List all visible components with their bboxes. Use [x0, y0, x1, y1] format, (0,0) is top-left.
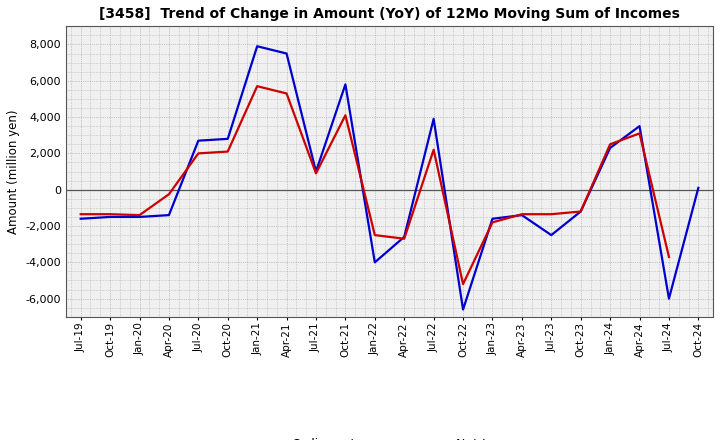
Net Income — [606, 142, 614, 147]
Net Income — [106, 212, 114, 217]
Ordinary Income — [547, 232, 556, 238]
Net Income — [547, 212, 556, 217]
Ordinary Income — [400, 234, 408, 239]
Line: Net Income: Net Income — [81, 86, 669, 284]
Net Income — [253, 84, 261, 89]
Net Income — [429, 147, 438, 152]
Ordinary Income — [606, 145, 614, 150]
Ordinary Income — [135, 214, 144, 220]
Y-axis label: Amount (million yen): Amount (million yen) — [7, 109, 20, 234]
Ordinary Income — [76, 216, 85, 221]
Ordinary Income — [459, 307, 467, 312]
Ordinary Income — [694, 185, 703, 191]
Ordinary Income — [341, 82, 350, 87]
Net Income — [341, 113, 350, 118]
Ordinary Income — [488, 216, 497, 221]
Title: [3458]  Trend of Change in Amount (YoY) of 12Mo Moving Sum of Incomes: [3458] Trend of Change in Amount (YoY) o… — [99, 7, 680, 21]
Net Income — [76, 212, 85, 217]
Ordinary Income — [253, 44, 261, 49]
Net Income — [665, 254, 673, 260]
Net Income — [282, 91, 291, 96]
Net Income — [400, 236, 408, 242]
Net Income — [459, 282, 467, 287]
Ordinary Income — [577, 209, 585, 214]
Line: Ordinary Income: Ordinary Income — [81, 46, 698, 309]
Ordinary Income — [429, 116, 438, 121]
Net Income — [165, 191, 174, 197]
Ordinary Income — [518, 213, 526, 218]
Net Income — [371, 232, 379, 238]
Net Income — [518, 212, 526, 217]
Ordinary Income — [282, 51, 291, 56]
Net Income — [577, 209, 585, 214]
Net Income — [135, 213, 144, 218]
Ordinary Income — [665, 296, 673, 301]
Ordinary Income — [635, 124, 644, 129]
Ordinary Income — [312, 169, 320, 174]
Ordinary Income — [223, 136, 232, 142]
Ordinary Income — [106, 214, 114, 220]
Ordinary Income — [165, 213, 174, 218]
Net Income — [223, 149, 232, 154]
Legend: Ordinary Income, Net Income: Ordinary Income, Net Income — [246, 433, 534, 440]
Ordinary Income — [371, 260, 379, 265]
Net Income — [194, 151, 202, 156]
Ordinary Income — [194, 138, 202, 143]
Net Income — [635, 131, 644, 136]
Net Income — [312, 171, 320, 176]
Net Income — [488, 220, 497, 225]
